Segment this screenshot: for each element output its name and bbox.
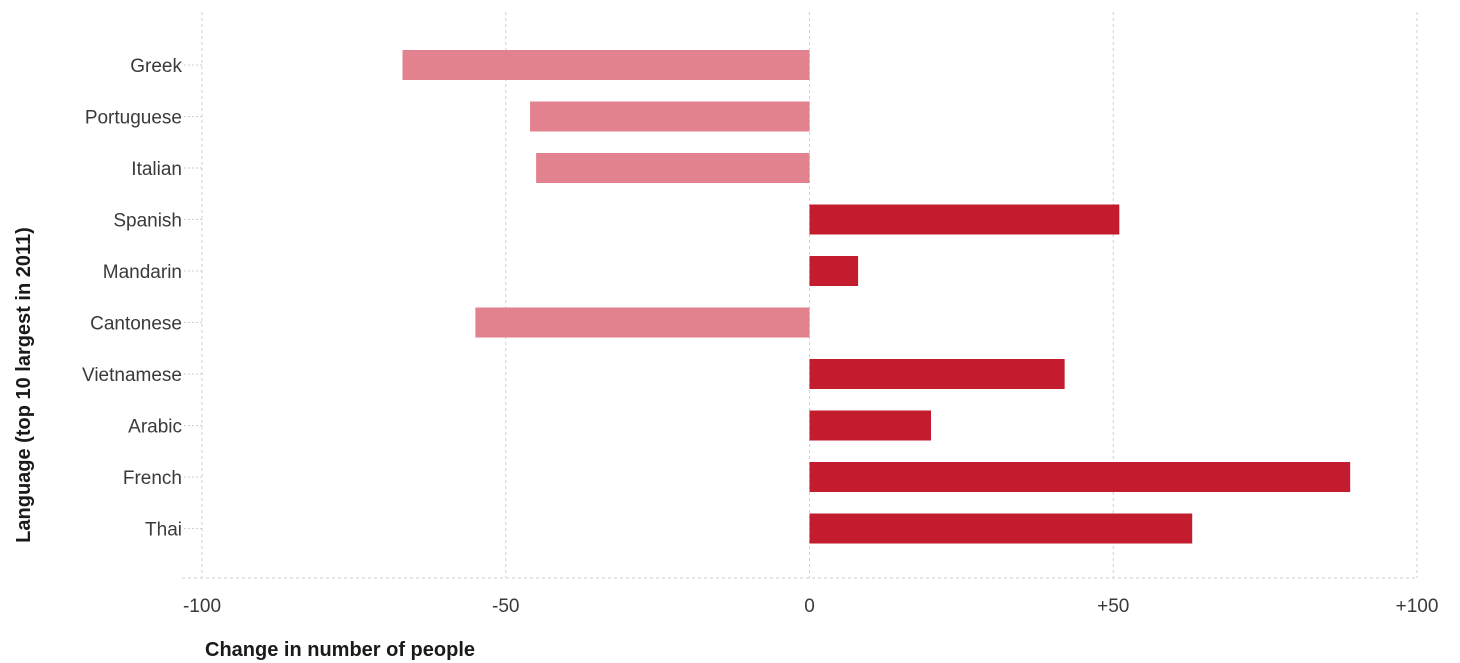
x-tick-label: +100 xyxy=(1396,596,1439,617)
x-tick-labels: -100 -50 0 +50 +100 xyxy=(183,596,1438,617)
x-tick-label: -100 xyxy=(183,596,221,617)
grid-layer xyxy=(182,12,1418,579)
y-tick-label-spanish: Spanish xyxy=(113,211,182,232)
y-tick-label-thai: Thai xyxy=(145,520,182,541)
bars-layer xyxy=(402,50,1351,544)
y-tick-label-cantonese: Cantonese xyxy=(90,314,182,335)
y-tick-label-mandarin: Mandarin xyxy=(103,262,182,283)
bar-cantonese xyxy=(475,307,810,338)
bar-thai xyxy=(809,513,1193,544)
bar-italian xyxy=(536,153,810,183)
bar-portuguese xyxy=(530,101,810,132)
y-tick-label-french: French xyxy=(123,468,182,489)
x-tick-label: +50 xyxy=(1097,596,1129,617)
y-tick-label-arabic: Arabic xyxy=(128,417,182,438)
y-axis-title: Language (top 10 largest in 2011) xyxy=(13,227,35,543)
x-tick-label: -50 xyxy=(492,596,519,617)
bar-greek xyxy=(402,50,810,80)
y-tick-label-portuguese: Portuguese xyxy=(85,108,182,129)
y-tick-label-vietnamese: Vietnamese xyxy=(82,365,182,386)
y-tick-label-italian: Italian xyxy=(131,159,182,180)
bar-arabic xyxy=(809,410,931,441)
bar-french xyxy=(809,462,1351,492)
x-tick-label: 0 xyxy=(804,596,815,617)
y-tick-labels: Greek Portuguese Italian Spanish Mandarin Can… xyxy=(82,56,182,541)
y-tick-label-greek: Greek xyxy=(130,56,182,77)
bar-mandarin xyxy=(809,256,859,286)
bar-vietnamese xyxy=(809,359,1065,389)
bar-spanish xyxy=(809,204,1120,235)
x-axis-title: Change in number of people xyxy=(205,639,475,661)
